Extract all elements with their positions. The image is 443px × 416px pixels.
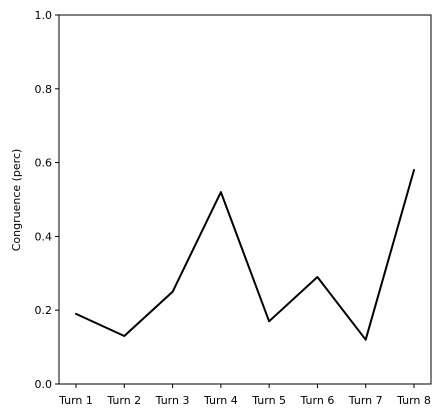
y-axis-label: Congruence (perc): [10, 149, 23, 252]
y-tick-label: 0.0: [35, 378, 53, 391]
series-line: [75, 169, 415, 341]
x-tick-label: Turn 4: [203, 394, 238, 407]
x-tick-label: Turn 1: [58, 394, 93, 407]
x-tick-label: Turn 7: [348, 394, 383, 407]
x-axis-ticks: Turn 1 Turn 2 Turn 3 Turn 4 Turn 5 Turn 6 Turn…: [58, 384, 431, 407]
plot-area: [58, 14, 432, 385]
x-tick-label: Turn 5: [251, 394, 286, 407]
x-tick-label: Turn 8: [396, 394, 431, 407]
y-tick-label: 0.8: [35, 83, 53, 96]
y-axis-ticks: 0.0 0.2 0.4 0.6 0.8 1.0: [35, 9, 59, 391]
x-tick-label: Turn 2: [106, 394, 141, 407]
x-tick-label: Turn 6: [300, 394, 335, 407]
y-tick-label: 0.6: [35, 157, 53, 170]
x-tick-label: Turn 3: [155, 394, 190, 407]
y-tick-label: 0.2: [35, 304, 53, 317]
y-tick-label: 1.0: [35, 9, 53, 22]
y-tick-label: 0.4: [35, 230, 53, 243]
